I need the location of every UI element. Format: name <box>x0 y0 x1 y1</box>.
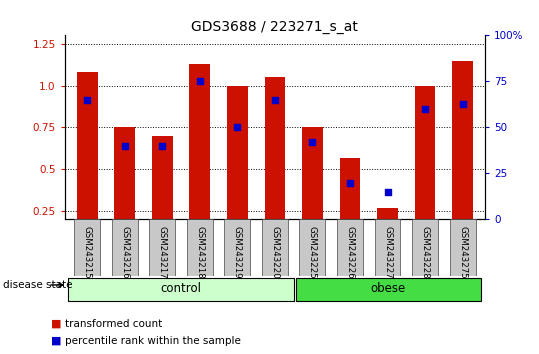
Text: GSM243215: GSM243215 <box>82 226 92 279</box>
Text: GSM243275: GSM243275 <box>458 226 467 279</box>
Text: GSM243225: GSM243225 <box>308 226 317 279</box>
Point <box>271 97 279 103</box>
Point <box>196 79 204 84</box>
Bar <box>302 127 323 253</box>
Bar <box>377 208 398 253</box>
Text: disease state: disease state <box>3 280 72 290</box>
Text: GSM243219: GSM243219 <box>233 226 242 279</box>
Bar <box>152 136 172 253</box>
Bar <box>187 219 213 276</box>
Bar <box>450 219 475 276</box>
Text: GSM243218: GSM243218 <box>195 226 204 279</box>
Point <box>421 106 430 112</box>
Point <box>83 97 92 103</box>
Text: percentile rank within the sample: percentile rank within the sample <box>65 336 240 346</box>
Bar <box>224 219 250 276</box>
Bar <box>295 278 481 301</box>
Text: GSM243227: GSM243227 <box>383 226 392 279</box>
Bar <box>452 61 473 253</box>
Bar <box>337 219 363 276</box>
Text: GSM243216: GSM243216 <box>120 226 129 279</box>
Bar <box>149 219 175 276</box>
Point <box>120 143 129 149</box>
Point <box>383 189 392 195</box>
Title: GDS3688 / 223271_s_at: GDS3688 / 223271_s_at <box>191 21 358 34</box>
Text: GSM243217: GSM243217 <box>158 226 167 279</box>
Text: GSM243226: GSM243226 <box>345 226 355 279</box>
Bar <box>414 86 436 253</box>
Point <box>233 125 241 130</box>
Point <box>345 180 354 185</box>
Bar <box>340 158 360 253</box>
Bar <box>227 86 248 253</box>
Text: ■: ■ <box>51 319 61 329</box>
Bar <box>112 219 137 276</box>
Text: obese: obese <box>371 282 406 295</box>
Bar <box>375 219 400 276</box>
Bar <box>262 219 288 276</box>
Bar <box>265 77 285 253</box>
Bar <box>114 127 135 253</box>
Text: transformed count: transformed count <box>65 319 162 329</box>
Text: ■: ■ <box>51 336 61 346</box>
Point <box>308 139 317 145</box>
Text: GSM243228: GSM243228 <box>420 226 430 279</box>
Text: control: control <box>161 282 202 295</box>
Bar <box>412 219 438 276</box>
Point <box>458 101 467 106</box>
Bar <box>190 64 210 253</box>
Bar <box>68 278 294 301</box>
Point <box>158 143 167 149</box>
Bar <box>74 219 100 276</box>
Bar <box>77 72 98 253</box>
Bar <box>300 219 326 276</box>
Text: GSM243220: GSM243220 <box>271 226 279 279</box>
